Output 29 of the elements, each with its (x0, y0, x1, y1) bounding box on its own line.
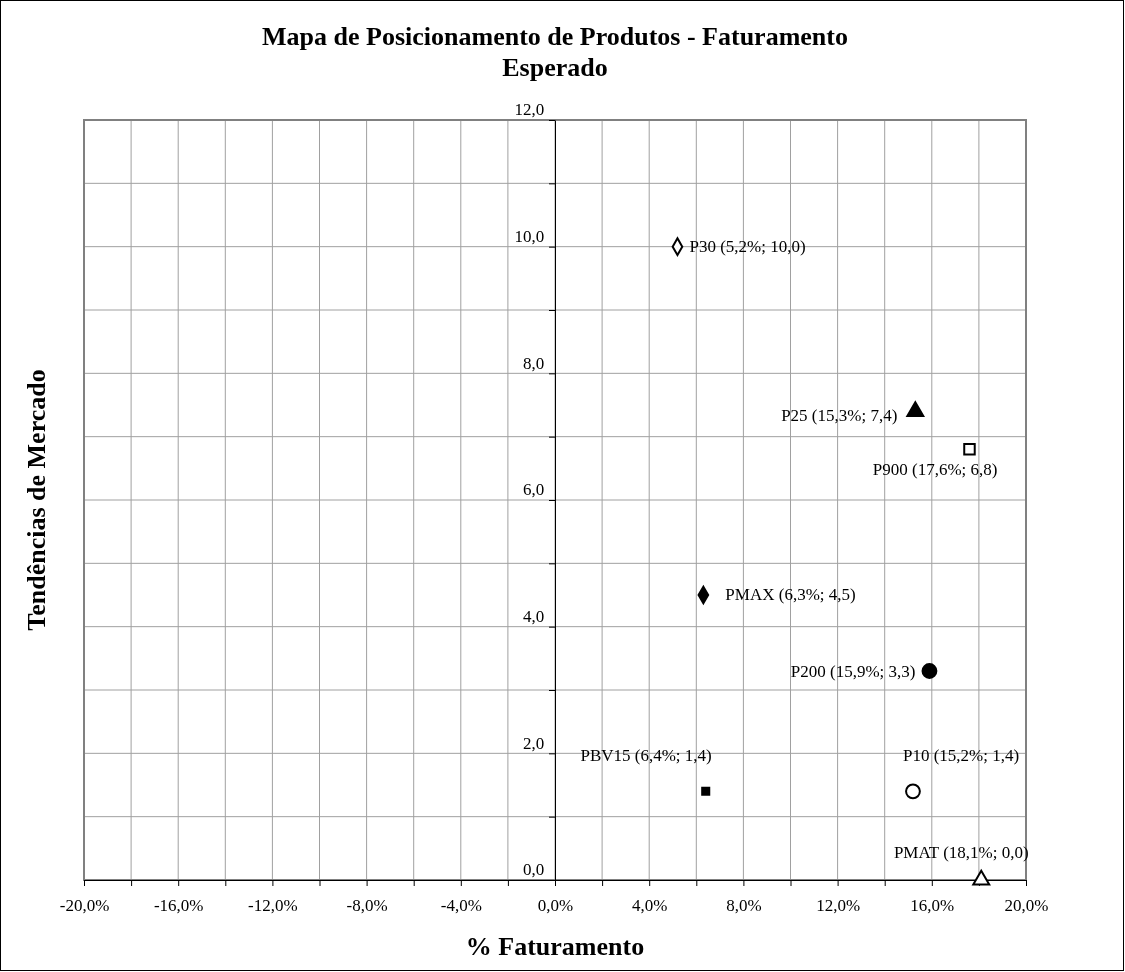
x-tick-label: -16,0% (153, 896, 204, 916)
y-tick-label: 8,0 (523, 353, 545, 373)
series-label: P900 (17,6%; 6,8) (872, 460, 998, 480)
x-tick-label: 20,0% (1004, 896, 1049, 916)
y-tick-label: 0,0 (523, 860, 545, 880)
y-axis-title: Tendências de Mercado (22, 369, 51, 631)
series-label: PMAX (6,3%; 4,5) (725, 585, 856, 604)
x-tick-label: 4,0% (631, 896, 668, 916)
series-label: PBV15 (6,4%; 1,4) (580, 746, 712, 766)
x-tick-label: -4,0% (440, 896, 482, 916)
x-tick-label: 12,0% (816, 896, 861, 916)
x-tick-label: -20,0% (59, 896, 110, 916)
series-label: P200 (15,9%; 3,3) (790, 662, 916, 681)
series-label: PMAT (18,1%; 0,0) (893, 843, 1029, 862)
y-tick-label: 12,0 (514, 100, 545, 120)
x-tick-label: 0,0% (537, 896, 574, 916)
x-tick-label: 8,0% (726, 896, 762, 916)
y-tick-label: 10,0 (514, 227, 545, 247)
series-label: P10 (15,2%; 1,4) (902, 746, 1020, 766)
series-label: P30 (5,2%; 10,0) (689, 236, 806, 256)
x-tick-label: 16,0% (910, 896, 955, 916)
series-label: P25 (15,3%; 7,4) (781, 406, 898, 426)
x-tick-label: -12,0% (248, 896, 298, 916)
x-axis-title: % Faturamento (465, 932, 645, 961)
y-tick-label: 2,0 (523, 733, 545, 753)
chart-title: Mapa de Posicionamento de Produtos - Faturamento Esperado (262, 22, 848, 82)
x-tick-label: -8,0% (346, 896, 388, 916)
y-tick-label: 6,0 (523, 480, 545, 500)
y-tick-label: 4,0 (523, 607, 545, 627)
